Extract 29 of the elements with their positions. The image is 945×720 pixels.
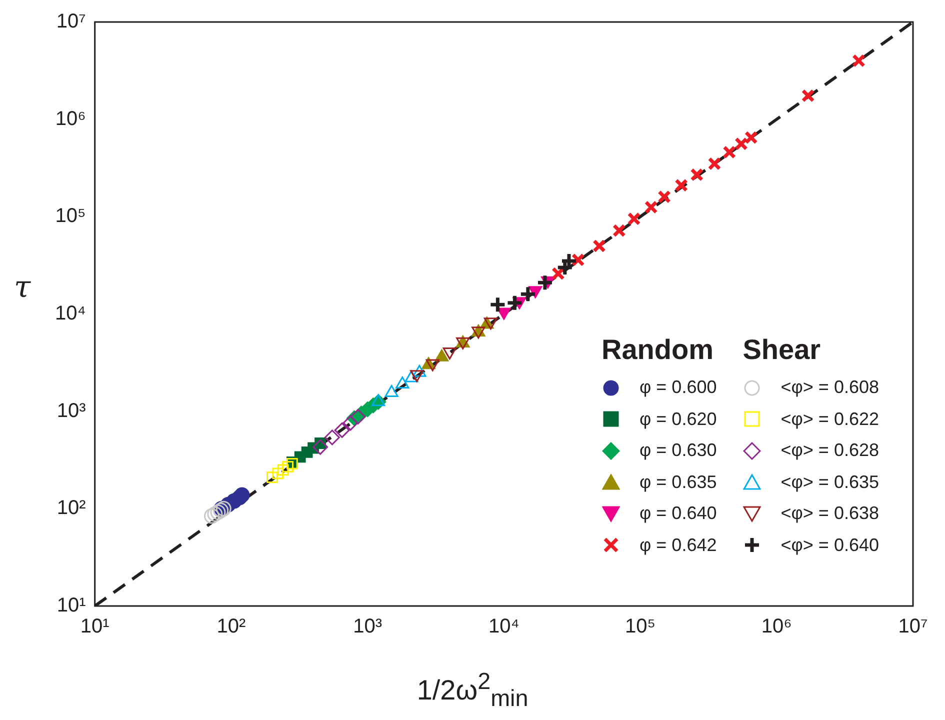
legend-label: <φ> = 0.640 [780,534,879,556]
legend-label: <φ> = 0.628 [780,440,879,462]
legend-label: <φ> = 0.635 [780,472,879,493]
legend-label: φ = 0.640 [640,503,717,524]
legend-label: <φ> = 0.638 [780,503,879,524]
x-tick-label: 10⁶ [761,616,792,638]
annotation: Shear [742,334,822,366]
x-tick-label: 10² [216,616,246,638]
y-tick-label: 10⁷ [56,10,86,33]
legend-label: φ = 0.642 [640,534,717,556]
legend-label: <φ> = 0.622 [780,408,879,430]
legend-label: <φ> = 0.608 [780,377,879,398]
x-tick-label: 10³ [353,616,382,638]
y-tick-label: 10⁵ [55,205,86,228]
x-tick-label: 10⁵ [625,616,656,638]
y-tick-label: 10² [56,497,86,520]
legend-label: φ = 0.630 [640,440,717,462]
legend-label: φ = 0.635 [640,472,717,493]
y-tick-label: 10⁴ [54,302,86,325]
y-axis-title: τ [14,270,31,305]
legend-label: φ = 0.620 [640,408,717,430]
y-tick-label: 10³ [56,400,86,422]
legend-label: φ = 0.600 [640,377,717,398]
y-tick-label: 10¹ [56,594,86,617]
x-tick-label: 10¹ [80,616,110,638]
annotation: Random [602,334,714,366]
x-tick-label: 10⁴ [488,616,520,638]
x-tick-label: 10⁷ [898,616,928,638]
y-tick-label: 10⁶ [55,108,86,130]
